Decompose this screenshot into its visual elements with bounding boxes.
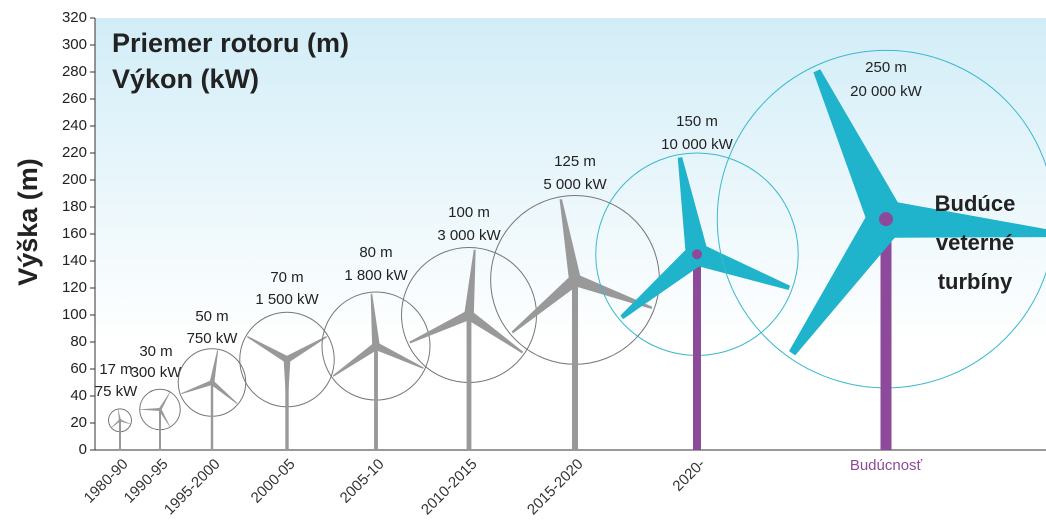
tower bbox=[210, 382, 214, 450]
x-tick-label: 1995-2000 bbox=[161, 456, 224, 519]
y-tick-label: 220 bbox=[62, 144, 87, 161]
blade bbox=[111, 419, 121, 428]
blade bbox=[789, 208, 902, 356]
blade bbox=[246, 336, 289, 363]
blade bbox=[119, 419, 131, 425]
blade bbox=[466, 311, 524, 354]
x-tick-label: 2015-2020 bbox=[524, 456, 587, 519]
diameter-label: 250 m bbox=[865, 59, 907, 76]
blade bbox=[620, 245, 705, 320]
y-tick-label: 160 bbox=[62, 225, 87, 242]
y-tick-label: 60 bbox=[70, 360, 87, 377]
power-label: 300 kW bbox=[131, 364, 183, 381]
y-tick-label: 20 bbox=[70, 414, 87, 431]
hub bbox=[210, 380, 214, 385]
diameter-label: 50 m bbox=[195, 308, 228, 325]
blade bbox=[285, 336, 328, 363]
hub bbox=[570, 275, 580, 285]
y-tick-label: 80 bbox=[70, 333, 87, 350]
annotation: Budúce bbox=[935, 191, 1016, 216]
y-tick-label: 40 bbox=[70, 387, 87, 404]
x-tick-label: 1990-95 bbox=[121, 456, 172, 507]
power-label: 3 000 kW bbox=[437, 227, 501, 244]
blade bbox=[572, 274, 653, 310]
y-tick-label: 320 bbox=[62, 9, 87, 26]
y-tick-label: 0 bbox=[79, 441, 87, 458]
blade bbox=[210, 380, 238, 404]
blade bbox=[370, 293, 380, 347]
y-tick-label: 120 bbox=[62, 279, 87, 296]
blade bbox=[158, 392, 171, 411]
chart-subtitle: Výkon (kW) bbox=[112, 64, 259, 94]
tower bbox=[374, 346, 378, 450]
blade bbox=[409, 310, 472, 344]
diameter-label: 100 m bbox=[448, 204, 490, 221]
y-axis-label: Výška (m) bbox=[13, 158, 43, 286]
power-label: 1 800 kW bbox=[344, 267, 408, 284]
diameter-label: 17 m bbox=[99, 361, 132, 378]
y-tick-label: 280 bbox=[62, 63, 87, 80]
tower bbox=[466, 315, 472, 450]
chart-title: Priemer rotoru (m) bbox=[112, 28, 349, 58]
hub bbox=[465, 311, 473, 319]
hub bbox=[692, 249, 702, 260]
y-tick-label: 100 bbox=[62, 306, 87, 323]
tower bbox=[119, 420, 121, 450]
diameter-label: 150 m bbox=[676, 113, 718, 130]
annotation: veterné bbox=[936, 230, 1014, 255]
x-tick-label: Budúcnosť bbox=[850, 457, 923, 474]
y-tick-label: 260 bbox=[62, 90, 87, 107]
blade bbox=[158, 408, 171, 427]
y-tick-label: 200 bbox=[62, 171, 87, 188]
tower bbox=[880, 219, 892, 450]
blade bbox=[332, 342, 379, 377]
power-label: 5 000 kW bbox=[543, 176, 607, 193]
blade bbox=[140, 408, 160, 411]
tower bbox=[571, 279, 579, 450]
hub bbox=[284, 356, 290, 363]
blade bbox=[693, 243, 791, 290]
diameter-label: 30 m bbox=[139, 343, 172, 360]
y-tick-label: 240 bbox=[62, 117, 87, 134]
blade bbox=[511, 275, 579, 334]
hub bbox=[372, 342, 380, 350]
x-tick-label: 2020- bbox=[669, 456, 708, 495]
hub bbox=[158, 407, 162, 412]
power-label: 10 000 kW bbox=[661, 136, 734, 153]
tower bbox=[693, 254, 701, 450]
blade bbox=[677, 157, 709, 257]
power-label: 20 000 kW bbox=[850, 83, 923, 100]
x-tick-label: 2010-2015 bbox=[418, 456, 481, 519]
blade bbox=[374, 342, 424, 369]
blade bbox=[813, 69, 903, 228]
blade bbox=[283, 359, 291, 406]
blade bbox=[117, 409, 121, 421]
blade bbox=[181, 380, 213, 395]
power-label: 1 500 kW bbox=[255, 291, 319, 308]
diameter-label: 80 m bbox=[359, 244, 392, 261]
blade bbox=[209, 350, 219, 383]
power-label: 750 kW bbox=[187, 330, 239, 347]
diameter-label: 125 m bbox=[554, 153, 596, 170]
blade bbox=[884, 200, 1046, 238]
diameter-label: 70 m bbox=[270, 269, 303, 286]
hub bbox=[879, 212, 893, 227]
hub bbox=[118, 418, 122, 422]
power-label: 75 kW bbox=[95, 383, 138, 400]
y-tick-label: 300 bbox=[62, 36, 87, 53]
y-tick-label: 140 bbox=[62, 252, 87, 269]
blade bbox=[559, 199, 581, 281]
tower bbox=[159, 409, 161, 450]
x-tick-label: 2000-05 bbox=[248, 456, 299, 507]
x-tick-label: 2005-10 bbox=[337, 456, 388, 507]
y-tick-label: 180 bbox=[62, 198, 87, 215]
annotation: turbíny bbox=[938, 269, 1013, 294]
blade bbox=[464, 249, 476, 316]
